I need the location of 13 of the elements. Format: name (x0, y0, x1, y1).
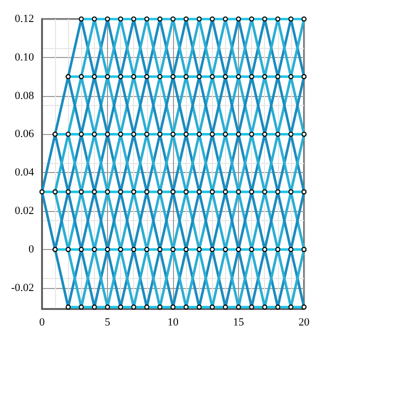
y-tick-label: 0.02 (14, 205, 34, 218)
y-tick-label: 0.12 (14, 13, 34, 25)
y-tick-label: 0.06 (14, 128, 34, 140)
x-tick-label: 10 (168, 316, 179, 328)
x-tick-label: 5 (104, 316, 111, 328)
y-tick-label: -0.02 (11, 282, 34, 294)
y-tick-label: 0.04 (14, 166, 34, 179)
y-tick-label: 0 (28, 243, 34, 256)
y-tick-label: 0.10 (14, 51, 34, 64)
x-tick-label: 0 (39, 316, 46, 328)
y-tick-label: 0.08 (14, 90, 34, 102)
x-tick-label: 15 (233, 316, 244, 328)
x-tick-label: 20 (298, 316, 310, 328)
